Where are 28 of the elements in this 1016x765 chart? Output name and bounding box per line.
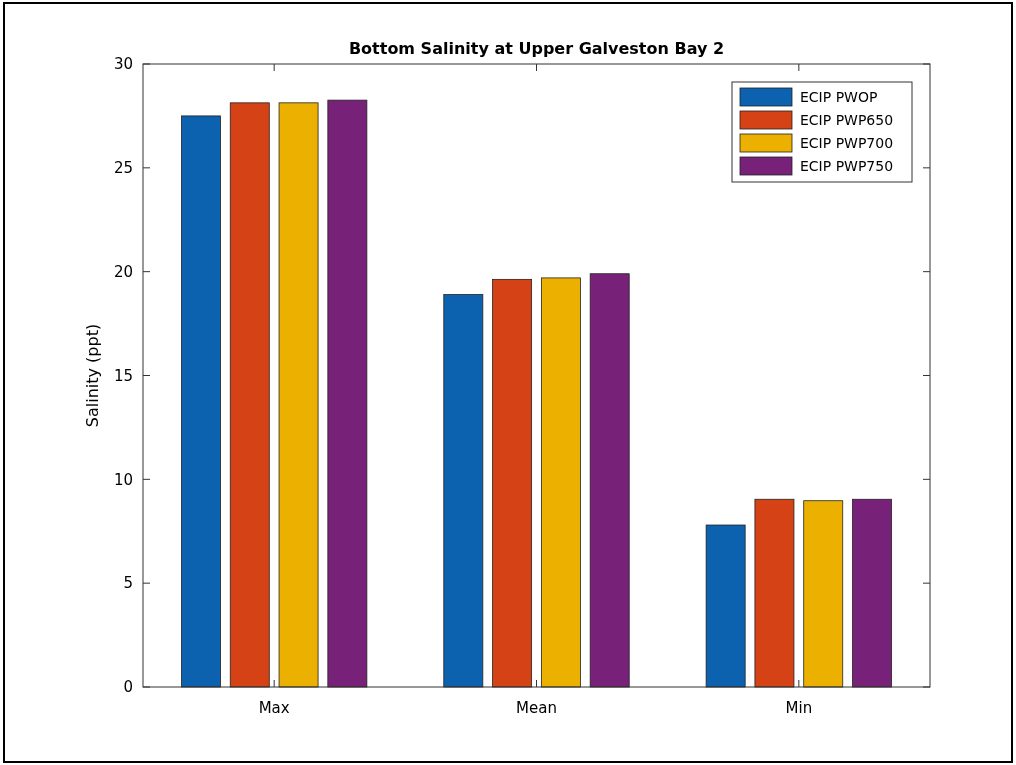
chart-title: Bottom Salinity at Upper Galveston Bay 2	[348, 39, 725, 58]
bar	[803, 500, 844, 688]
bar	[278, 102, 319, 688]
legend-label: ECIP PWP650	[800, 111, 894, 128]
bar	[327, 99, 368, 688]
y-axis-title: Salinity (ppt)	[83, 323, 102, 428]
x-tick-label: Max	[258, 699, 290, 717]
bar	[443, 294, 484, 688]
y-tick-label: 15	[113, 366, 133, 385]
y-tick-label: 20	[113, 262, 133, 281]
bar	[540, 277, 581, 688]
y-tick-label: 30	[113, 55, 133, 74]
y-tick-label: 10	[113, 470, 133, 489]
legend-label: ECIP PWOP	[800, 88, 878, 105]
bar	[589, 273, 630, 688]
bar	[754, 498, 795, 688]
bar	[229, 102, 270, 688]
y-tick-label: 0	[123, 678, 133, 697]
x-tick-label: Mean	[516, 699, 557, 717]
legend-label: ECIP PWP750	[800, 157, 894, 174]
y-tick-label: 25	[113, 159, 133, 178]
y-tick-label: 5	[123, 574, 133, 593]
legend-label: ECIP PWP700	[800, 134, 894, 151]
bar	[705, 524, 746, 688]
bar	[181, 115, 221, 688]
bar	[492, 278, 533, 688]
x-tick-label: Min	[785, 699, 813, 717]
bar	[852, 498, 892, 688]
